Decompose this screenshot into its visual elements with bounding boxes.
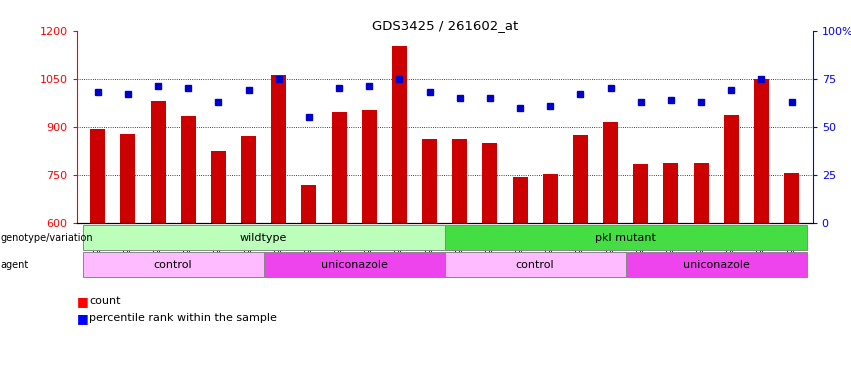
Bar [754,79,769,223]
Bar [180,116,196,223]
Text: pkl mutant: pkl mutant [595,233,656,243]
Bar [452,139,467,223]
Bar [723,115,739,223]
Bar [332,112,346,223]
Bar [83,225,444,250]
Bar [241,136,256,223]
Bar [512,177,528,223]
Text: wildtype: wildtype [240,233,288,243]
Text: percentile rank within the sample: percentile rank within the sample [89,313,277,323]
Text: agent: agent [1,260,29,270]
Bar [625,252,807,278]
Bar [784,173,799,223]
Text: ■: ■ [77,295,89,308]
Bar [633,164,648,223]
Bar [120,134,135,223]
Bar [301,185,317,223]
Bar [151,101,166,223]
Bar [573,135,588,223]
Text: uniconazole: uniconazole [321,260,387,270]
Text: count: count [89,296,121,306]
Bar [211,151,226,223]
Bar [444,225,807,250]
Bar [391,46,407,223]
Bar [271,74,286,223]
Text: control: control [516,260,555,270]
Bar [483,143,498,223]
Bar [90,129,106,223]
Bar [422,139,437,223]
Bar [83,252,264,278]
Text: ■: ■ [77,312,89,325]
Bar [603,122,618,223]
Text: control: control [154,260,192,270]
Text: GDS3425 / 261602_at: GDS3425 / 261602_at [372,19,517,32]
Bar [444,252,625,278]
Text: uniconazole: uniconazole [683,260,750,270]
Bar [264,252,444,278]
Bar [694,163,709,223]
Text: genotype/variation: genotype/variation [1,233,94,243]
Bar [362,110,377,223]
Bar [664,163,678,223]
Bar [543,174,557,223]
